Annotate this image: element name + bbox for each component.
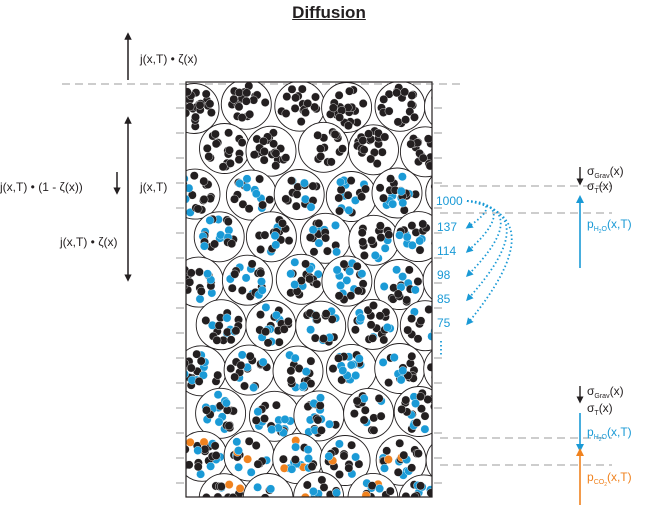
gravity-stress-label-2: σGrav(x)	[587, 384, 624, 400]
thermal-stress-label-1: σT(x)	[587, 179, 613, 195]
flux-arrows	[113, 32, 132, 282]
thermal-stress-label-2: σT(x)	[587, 401, 613, 417]
pressure-value-114: 114	[437, 244, 457, 258]
top-flux-label: j(x,T) • ζ(x)	[140, 52, 198, 66]
pressure-value-137: 137	[437, 220, 458, 234]
left-flux-label: j(x,T) • (1 - ζ(x))	[0, 180, 83, 194]
water-pressure-label-2: pH2O(x,T)	[587, 425, 632, 443]
pressure-value-1000: 1000	[436, 194, 463, 208]
water-pressure-label-1: pH2O(x,T)	[587, 217, 632, 235]
side-ticks	[176, 107, 442, 484]
pressure-value-85: 85	[437, 292, 451, 306]
lower-flux-label: j(x,T) • ζ(x)	[60, 235, 118, 249]
co2-pressure-label: pCO2(x,T)	[587, 470, 632, 488]
main-flux-label: j(x,T)	[140, 180, 168, 194]
pressure-value-75: 75	[437, 316, 451, 330]
pressure-fan	[440, 200, 513, 357]
gravity-stress-label-1: σGrav(x)	[587, 164, 624, 180]
grain-column	[185, 81, 433, 498]
pressure-value-98: 98	[437, 268, 451, 282]
diagram-title: Diffusion	[292, 3, 366, 22]
